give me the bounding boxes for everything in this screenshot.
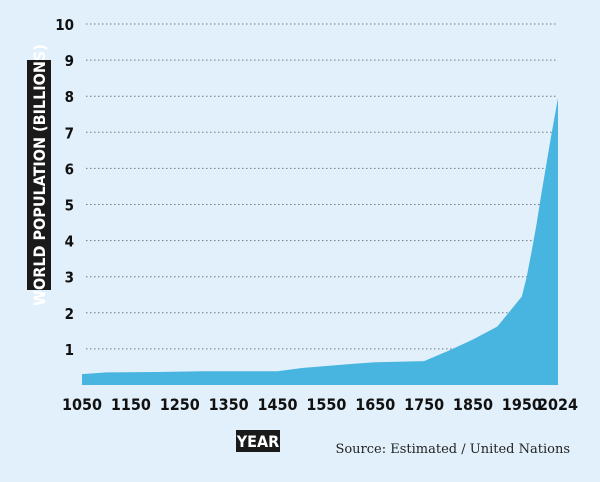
y-tick-label: 3 [65, 269, 74, 287]
y-tick-label: 7 [65, 124, 74, 142]
x-tick-label: 1950 [502, 395, 542, 414]
x-tick-label: 1650 [355, 395, 395, 414]
x-tick-label: 1750 [404, 395, 444, 414]
population-area [82, 98, 558, 385]
y-tick-label: 8 [65, 88, 74, 106]
x-tick-label: 1850 [453, 395, 493, 414]
x-tick-label: 1150 [111, 395, 151, 414]
x-tick-label: 1550 [306, 395, 346, 414]
y-tick-label: 1 [65, 341, 74, 359]
x-axis-title: YEAR [236, 430, 280, 452]
source-note: Source: Estimated / United Nations [335, 442, 570, 457]
y-tick-label: 4 [65, 233, 74, 251]
x-axis-title-background [236, 430, 280, 452]
y-tick-label: 2 [65, 305, 74, 323]
y-axis-ticks: 1 2 3 4 5 6 7 8 9 10 [55, 16, 74, 359]
y-axis-title-text: WORLD POPULATION (BILLIONS) [30, 44, 49, 306]
y-tick-label: 6 [65, 160, 74, 178]
y-tick-label: 5 [65, 197, 74, 215]
x-tick-label: 2024 [538, 395, 578, 414]
y-axis-title-background [27, 60, 51, 290]
y-axis-title: WORLD POPULATION (BILLIONS) [27, 44, 51, 306]
x-axis-ticks: 1050 1150 1250 1350 1450 1550 1650 1750 1850 1950… [62, 395, 578, 414]
x-tick-label: 1250 [160, 395, 200, 414]
gridlines [86, 23, 558, 350]
x-tick-label: 1350 [209, 395, 249, 414]
x-tick-label: 1050 [62, 395, 102, 414]
x-tick-label: 1450 [257, 395, 297, 414]
y-tick-label: 10 [55, 16, 74, 34]
y-tick-label: 9 [65, 52, 74, 70]
x-axis-title-text: YEAR [236, 432, 279, 451]
